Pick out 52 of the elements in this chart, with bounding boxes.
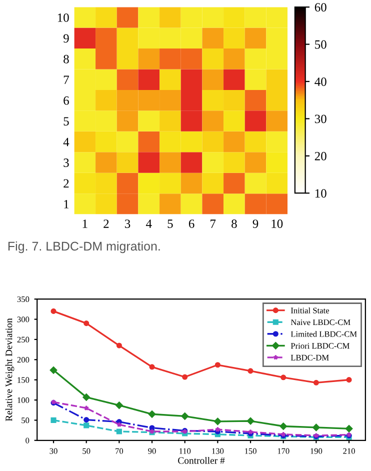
x-tick-label: 130	[212, 448, 224, 454]
x-tick-label: 5	[168, 220, 173, 228]
x-tick-label: 9	[252, 220, 258, 228]
x-tick-label: 3	[125, 220, 130, 228]
x-tick-label: 90	[148, 448, 156, 454]
color-bar-label: 10	[315, 189, 326, 198]
x-tick-label: 1	[82, 220, 88, 228]
y-tick-label: 100	[18, 397, 30, 403]
y-tick-label: 150	[18, 377, 30, 383]
x-tick-label: 6	[188, 220, 194, 228]
y-tick-label: 3	[64, 158, 69, 167]
x-tick-label: 2	[104, 220, 109, 228]
color-bar-label: 50	[315, 40, 326, 49]
x-axis-title: Controller #	[178, 456, 225, 464]
y-tick-label: 300	[17, 316, 30, 322]
y-tick-label: 10	[58, 13, 69, 22]
color-bar-label: 60	[314, 3, 326, 12]
legend-label: Priori LBDC-CM	[290, 343, 350, 349]
y-tick-label: 5	[64, 117, 69, 126]
y-tick-label: 350	[17, 296, 30, 302]
legend-label: LBDC-DM	[290, 354, 329, 360]
x-tick-label: 30	[50, 448, 58, 454]
y-tick-label: 50	[22, 418, 30, 424]
x-tick-label: 7	[210, 220, 216, 228]
y-axis-title: Relative Weight Deviation	[5, 318, 14, 422]
y-tick-label: 0	[26, 438, 30, 444]
color-bar-label: 30	[314, 114, 326, 124]
x-tick-label: 10	[272, 220, 283, 228]
y-tick-label: 1	[64, 200, 69, 208]
legend-label: Initial State	[290, 307, 330, 314]
y-tick-label: 6	[64, 96, 69, 105]
y-tick-label: 9	[63, 34, 69, 43]
caption: Fig. 7. LBDC-DM migration.	[8, 241, 160, 254]
x-tick-label: 4	[146, 220, 152, 228]
y-tick-label: 200	[17, 356, 30, 363]
x-tick-label: 170	[278, 448, 290, 454]
x-tick-label: 8	[232, 220, 237, 228]
legend-label: Naive LBDC-CM	[290, 320, 350, 326]
color-bar-label: 20	[314, 152, 326, 160]
y-tick-label: 8	[64, 54, 69, 64]
x-tick-label: 70	[116, 448, 124, 454]
y-tick-label: 4	[63, 138, 70, 146]
x-tick-label: 50	[82, 448, 90, 454]
x-tick-label: 210	[343, 448, 355, 454]
color-bar-label: 40	[314, 78, 326, 86]
y-tick-label: 250	[17, 336, 30, 342]
x-tick-label: 110	[179, 448, 191, 454]
x-tick-label: 150	[245, 448, 256, 454]
legend-label: Limited LBDC-CM	[290, 331, 357, 337]
y-tick-label: 7	[64, 76, 69, 84]
x-tick-label: 190	[310, 448, 322, 454]
y-tick-label: 2	[64, 179, 69, 188]
